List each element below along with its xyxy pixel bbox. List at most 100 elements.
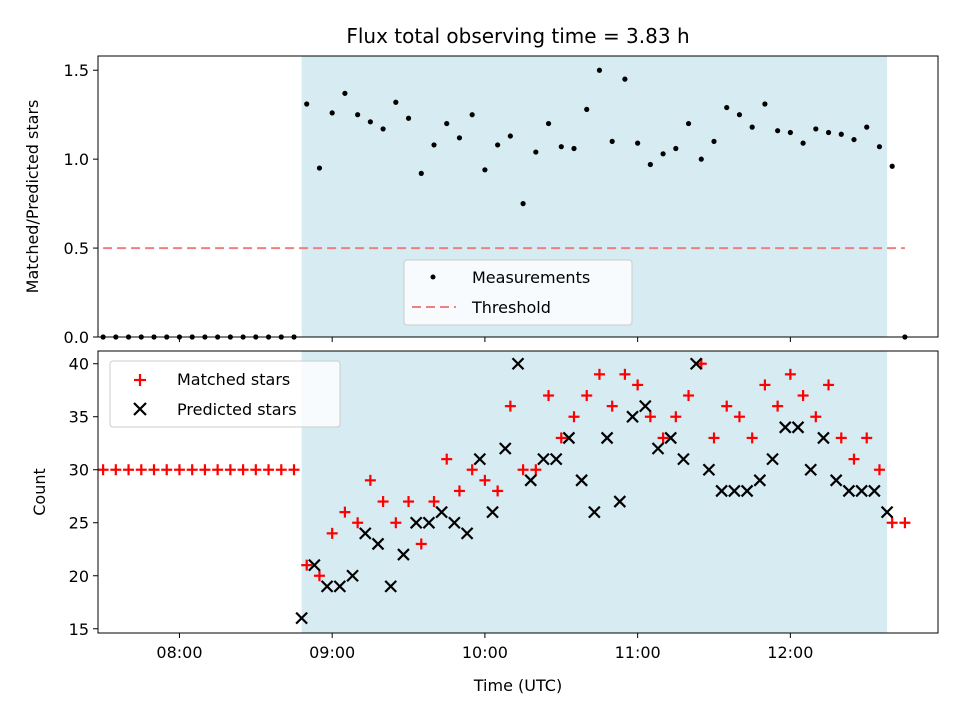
matched-star-point xyxy=(161,464,173,476)
measurement-point xyxy=(647,161,653,168)
matched-star-point xyxy=(568,411,580,423)
matched-star-point xyxy=(517,464,529,476)
measurement-point xyxy=(800,140,806,146)
predicted-star-point xyxy=(460,527,474,540)
matched-star-point xyxy=(670,411,682,423)
bottom-y-tick-label: 40 xyxy=(69,355,89,374)
matched-star-point xyxy=(581,390,593,402)
matched-star-point xyxy=(873,464,885,476)
bottom-y-tick-label: 25 xyxy=(69,514,89,533)
predicted-star-point xyxy=(715,484,728,498)
x-tick-label: 11:00 xyxy=(615,643,661,662)
measurement-point xyxy=(889,163,895,169)
top-y-tick-label: 1.0 xyxy=(64,150,89,169)
measurement-point xyxy=(584,106,590,112)
predicted-star-point xyxy=(397,548,410,561)
x-axis-label: Time (UTC) xyxy=(473,676,562,695)
measurement-point xyxy=(304,101,310,107)
measurement-point xyxy=(329,110,335,116)
predicted-star-point xyxy=(702,463,716,477)
predicted-star-point xyxy=(868,484,881,498)
matched-star-point xyxy=(530,464,542,476)
matched-star-point xyxy=(848,453,860,465)
bottom-y-axis-label: Count xyxy=(30,468,49,516)
predicted-star-point xyxy=(677,452,690,466)
matched-star-point xyxy=(135,464,147,476)
legend-marker-matched xyxy=(134,374,146,386)
measurement-point xyxy=(787,129,793,136)
matched-star-point xyxy=(899,517,911,529)
measurement-point xyxy=(431,142,437,148)
predicted-star-point xyxy=(638,399,652,413)
bottom-y-tick-label: 30 xyxy=(69,461,89,480)
legend-label-predicted: Predicted stars xyxy=(177,400,297,419)
predicted-star-point xyxy=(498,442,512,455)
matched-star-point xyxy=(326,527,338,539)
measurement-point xyxy=(609,138,615,144)
matched-star-point xyxy=(784,368,796,380)
matched-star-point xyxy=(339,506,351,518)
predicted-star-point xyxy=(308,558,321,572)
matched-star-point xyxy=(288,464,300,476)
measurement-point xyxy=(456,135,463,141)
matched-star-point xyxy=(479,474,491,486)
predicted-star-point xyxy=(804,463,818,477)
predicted-star-point xyxy=(524,474,538,487)
top-y-ticks: 0.0 0.5 1.0 1.5 xyxy=(64,61,98,347)
matched-star-point xyxy=(759,379,771,391)
predicted-star-point xyxy=(562,431,576,445)
measurement-point xyxy=(596,67,603,73)
measurement-point xyxy=(342,90,348,96)
measurement-point xyxy=(851,136,857,143)
measurement-point xyxy=(380,126,386,132)
matched-star-point xyxy=(746,432,758,444)
predicted-star-point xyxy=(588,505,601,519)
measurement-point xyxy=(482,167,488,173)
matched-star-point xyxy=(123,464,135,476)
bottom-y-ticks: 15 20 25 30 35 40 xyxy=(69,355,98,639)
top-points xyxy=(100,67,908,340)
predicted-star-point xyxy=(817,431,830,445)
matched-star-point xyxy=(313,570,325,582)
matched-star-point xyxy=(212,464,224,476)
matched-star-point xyxy=(810,411,822,423)
matched-star-point xyxy=(886,517,898,529)
predicted-star-point xyxy=(740,484,754,498)
predicted-star-point xyxy=(346,569,359,583)
predicted-star-point xyxy=(600,431,614,445)
x-tick-label: 12:00 xyxy=(767,643,813,662)
top-x-ticks xyxy=(178,337,791,342)
legend-label-threshold: Threshold xyxy=(471,298,551,317)
predicted-star-point xyxy=(855,484,868,498)
matched-star-point xyxy=(275,464,287,476)
matched-star-point xyxy=(301,559,313,571)
predicted-star-point xyxy=(358,527,372,540)
top-axes-frame xyxy=(97,55,939,338)
matched-star-point xyxy=(504,400,516,412)
predicted-star-point xyxy=(486,505,499,519)
measurement-point xyxy=(749,124,755,130)
matched-star-point xyxy=(466,464,478,476)
top-y-axis-label: Matched/Predicted stars xyxy=(23,100,42,294)
measurement-point xyxy=(775,128,781,134)
legend-label-matched: Matched stars xyxy=(177,370,290,389)
bottom-x-ticks: 08:00 09:00 10:00 11:00 12:00 xyxy=(156,633,813,662)
measurement-point xyxy=(685,120,692,127)
measurement-point xyxy=(698,156,704,162)
matched-star-point xyxy=(593,368,605,380)
predicted-star-point xyxy=(384,580,398,593)
measurement-point xyxy=(507,133,513,139)
measurement-point xyxy=(367,119,373,125)
matched-star-point xyxy=(415,538,427,550)
legend-label-measurements: Measurements xyxy=(472,268,590,287)
measurement-point xyxy=(825,129,832,136)
predicted-star-point xyxy=(511,357,525,370)
matched-star-point xyxy=(861,432,873,444)
bottom-axes-frame xyxy=(97,350,939,634)
measurement-point xyxy=(711,138,717,144)
matched-star-point xyxy=(199,464,211,476)
predicted-star-point xyxy=(473,452,487,466)
matched-star-point xyxy=(683,390,695,402)
predicted-star-point xyxy=(753,474,767,487)
matched-star-point xyxy=(173,464,185,476)
